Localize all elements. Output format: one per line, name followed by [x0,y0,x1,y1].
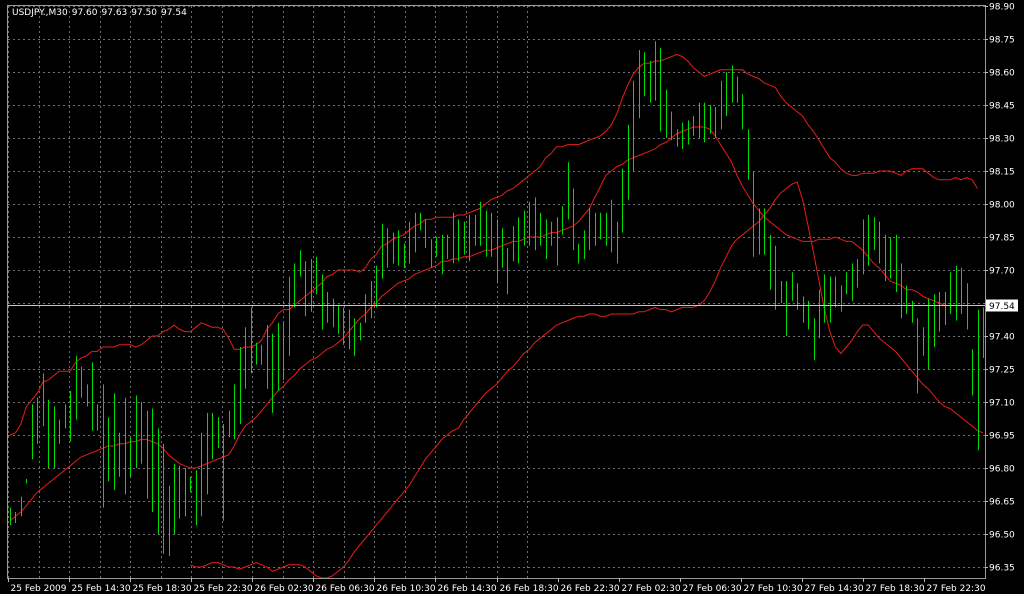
y-tick-label: 98.75 [989,36,1015,46]
current-price-tag [986,299,1018,312]
open-value: 97.60 [71,8,98,18]
y-tick-label: 98.90 [989,3,1015,13]
y-tick-label: 96.35 [989,564,1015,574]
y-tick-label: 96.95 [989,432,1015,442]
y-tick-label: 96.80 [989,465,1015,475]
x-tick-label: 27 Feb 14:30 [805,584,864,594]
x-tick-label: 26 Feb 10:30 [377,584,436,594]
middle-band-line [9,126,945,522]
upper-band-line [9,53,978,436]
x-tick-label: 26 Feb 22:30 [561,584,620,594]
time-axis: 25 Feb 2009 25 Feb 14:30 25 Feb 18:30 25 Fe… [8,578,986,594]
ohlc-bars [10,41,984,556]
y-tick-label: 98.60 [989,69,1015,79]
x-tick-label: 27 Feb 02:30 [622,584,681,594]
low-value: 97.50 [131,8,158,18]
y-tick-label: 98.15 [989,168,1015,178]
y-tick-label: 96.65 [989,498,1015,508]
grid-lines [8,6,985,578]
high-value: 97.63 [101,8,128,18]
y-tick-label: 97.10 [989,399,1015,409]
x-tick-label: 27 Feb 10:30 [744,584,803,594]
plot-frame [7,5,986,579]
symbol-info: USDJPY.,M30 97.60 97.63 97.50 97.54 [12,8,191,18]
x-tick-label: 26 Feb 06:30 [316,584,375,594]
price-axis: 98.90 98.75 98.60 98.45 98.30 98.15 98.00 97.85… [985,3,1018,574]
x-tick-label: 25 Feb 2009 [11,584,67,594]
x-tick-label: 26 Feb 02:30 [255,584,314,594]
x-tick-label: 25 Feb 22:30 [194,584,253,594]
x-tick-label: 25 Feb 18:30 [133,584,192,594]
x-tick-label: 27 Feb 18:30 [866,584,925,594]
close-value: 97.54 [161,8,187,18]
x-tick-label: 27 Feb 06:30 [683,584,742,594]
y-tick-label: 98.45 [989,102,1015,112]
x-tick-label: 26 Feb 14:30 [438,584,497,594]
symbol-label: USDJPY.,M30 [12,8,68,18]
x-tick-label: 26 Feb 18:30 [500,584,559,594]
x-tick-label: 25 Feb 14:30 [72,584,131,594]
y-tick-label: 97.40 [989,333,1015,343]
current-price-label: 97.54 [989,302,1015,312]
y-tick-label: 97.25 [989,366,1015,376]
y-tick-label: 98.30 [989,135,1015,145]
y-tick-label: 96.50 [989,531,1015,541]
y-tick-label: 97.70 [989,267,1015,277]
y-tick-label: 97.85 [989,234,1015,244]
y-tick-label: 98.00 [989,201,1015,211]
x-tick-label: 27 Feb 22:30 [927,584,986,594]
